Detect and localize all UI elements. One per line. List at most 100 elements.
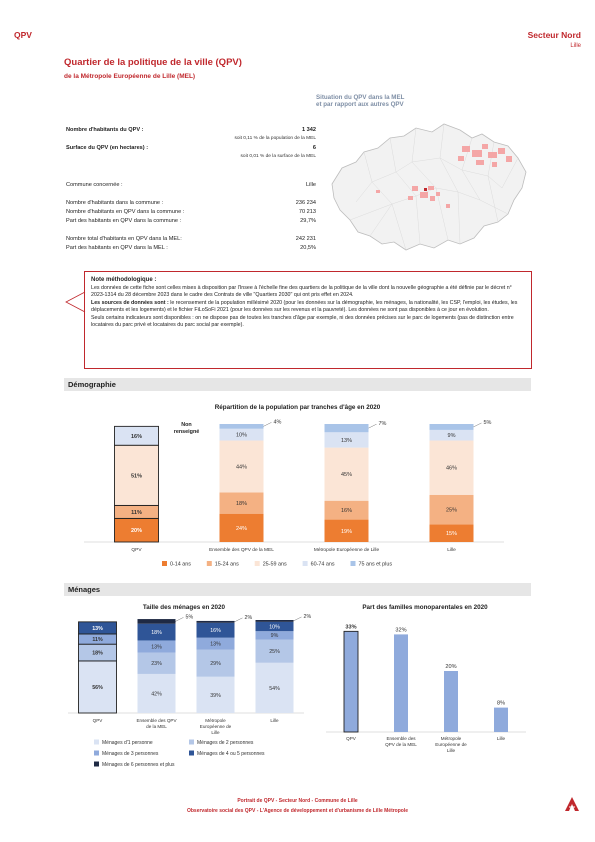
bar-segment bbox=[137, 640, 176, 653]
data-label: 16% bbox=[341, 508, 352, 514]
surface-label: Surface du QPV (en hectares) : bbox=[66, 145, 149, 151]
qpv-areas bbox=[376, 144, 512, 208]
inhabitants-value: 1 342 bbox=[302, 127, 316, 133]
mel-share-label: Part des habitants en QPV dans la MEL : bbox=[66, 245, 168, 251]
data-label: 2% bbox=[245, 615, 253, 621]
legend-swatch bbox=[254, 561, 260, 566]
data-label-leader bbox=[368, 423, 377, 429]
data-label: 16% bbox=[131, 434, 142, 440]
data-label: 18% bbox=[92, 650, 103, 656]
legend-label: Ménages de 3 personnes bbox=[102, 751, 159, 757]
current-qpv-marker bbox=[424, 188, 427, 191]
mel-total-value: 242 231 bbox=[295, 236, 316, 242]
data-label: 54% bbox=[269, 686, 280, 692]
data-label: 42% bbox=[151, 691, 162, 697]
data-label: 10% bbox=[236, 433, 247, 439]
data-label: 20% bbox=[445, 664, 456, 670]
data-label: 46% bbox=[446, 466, 457, 472]
bar-segment bbox=[219, 424, 264, 429]
bar-segment bbox=[219, 492, 264, 514]
commune-pop-label: Nombre d'habitants dans la commune : bbox=[66, 200, 164, 206]
footer-line-1: Portrait de QPV - Secteur Nord - Commune… bbox=[237, 798, 358, 804]
legend-label: 15-24 ans bbox=[215, 562, 239, 568]
commune-qpv-label: Nombre d'habitants en QPV dans la commun… bbox=[66, 209, 185, 215]
legend-swatch bbox=[94, 750, 99, 756]
legend-label: 0-14 ans bbox=[170, 562, 191, 568]
bar-segment bbox=[219, 428, 264, 441]
bar-segment bbox=[255, 620, 294, 622]
legend-label: 75 ans et plus bbox=[359, 562, 393, 568]
category-label: Lille bbox=[497, 736, 506, 741]
bar-segment bbox=[137, 673, 176, 713]
data-label: 11% bbox=[92, 637, 103, 643]
bar-segment bbox=[324, 424, 369, 433]
legend-swatch bbox=[189, 750, 194, 756]
note-paragraph-1: Les données de cette fiche sont celles m… bbox=[91, 284, 512, 299]
legend-swatch bbox=[94, 739, 99, 745]
data-label: 10% bbox=[269, 624, 280, 630]
data-label: 23% bbox=[151, 661, 162, 667]
header-left: QPV bbox=[14, 30, 32, 40]
note-pointer bbox=[65, 291, 86, 313]
header-sector: Secteur Nord bbox=[527, 30, 581, 40]
data-label: 32% bbox=[395, 627, 406, 633]
legend-label: Ménages de 4 ou 5 personnes bbox=[197, 751, 265, 757]
annotation-label: renseigné bbox=[174, 429, 199, 435]
bar bbox=[494, 707, 508, 732]
category-label: Européenne de bbox=[435, 742, 467, 747]
section-demographie: Démographie bbox=[64, 378, 531, 391]
note-paragraph-2: Les sources de données sont : le recense… bbox=[91, 299, 518, 314]
legend-swatch bbox=[189, 739, 194, 745]
bar-segment bbox=[324, 432, 369, 448]
legend-swatch bbox=[302, 561, 308, 566]
commune-qpv-value: 70 213 bbox=[298, 209, 316, 215]
data-label: 18% bbox=[236, 501, 247, 507]
bar-segment bbox=[255, 631, 294, 640]
bar-segment bbox=[219, 513, 264, 542]
inhabitants-note: soit 0,11 % de la population de la MEL bbox=[234, 136, 316, 141]
data-label: 5% bbox=[186, 614, 194, 620]
section-menages: Ménages bbox=[64, 583, 531, 596]
bar-segment bbox=[429, 524, 474, 542]
data-label: 19% bbox=[341, 529, 352, 535]
map-svg bbox=[331, 123, 527, 251]
category-label: QPV bbox=[93, 718, 104, 723]
note-paragraph-3: Seuls certains indicateurs sont disponib… bbox=[91, 314, 514, 329]
legend-swatch bbox=[162, 561, 167, 566]
legend-label: 25-59 ans bbox=[263, 562, 287, 568]
category-label: de la MEL bbox=[146, 724, 167, 729]
bar-segment bbox=[219, 440, 264, 493]
annotation-label: Non bbox=[181, 422, 191, 428]
legend-swatch bbox=[206, 561, 212, 566]
data-label: 9% bbox=[448, 433, 456, 439]
bar-segment bbox=[196, 676, 235, 713]
category-label: Lille bbox=[447, 748, 456, 753]
category-label: Métropole bbox=[441, 736, 462, 741]
commune-value: Lille bbox=[306, 182, 316, 188]
bar bbox=[444, 671, 458, 732]
category-label: Métropole bbox=[205, 718, 226, 723]
age-chart-title: Répartition de la population par tranche… bbox=[214, 404, 381, 411]
bar-segment bbox=[324, 447, 369, 501]
category-label: Ensemble des QPV bbox=[136, 718, 177, 723]
bar-segment bbox=[255, 621, 294, 632]
methodology-note: Note méthodologique : Les données de cet… bbox=[84, 271, 532, 369]
bar-segment bbox=[429, 424, 474, 430]
bar bbox=[394, 634, 408, 732]
agency-logo-icon bbox=[565, 797, 579, 811]
bar-segment bbox=[255, 639, 294, 663]
data-label: 16% bbox=[210, 628, 221, 634]
inhabitants-label: Nombre d'habitants du QPV : bbox=[66, 127, 144, 133]
bar-segment bbox=[324, 519, 369, 542]
category-label: Métropole Européenne de Lille bbox=[314, 547, 380, 553]
bar-segment bbox=[429, 494, 474, 525]
data-label: 45% bbox=[341, 472, 352, 478]
data-label: 29% bbox=[210, 661, 221, 667]
data-label: 25% bbox=[446, 508, 457, 514]
data-label: 39% bbox=[210, 693, 221, 699]
commune-pop-value: 236 234 bbox=[295, 200, 316, 206]
data-label: 51% bbox=[131, 473, 142, 479]
household-chart-title: Taille des ménages en 2020 bbox=[142, 604, 226, 611]
data-label: 44% bbox=[236, 464, 247, 470]
